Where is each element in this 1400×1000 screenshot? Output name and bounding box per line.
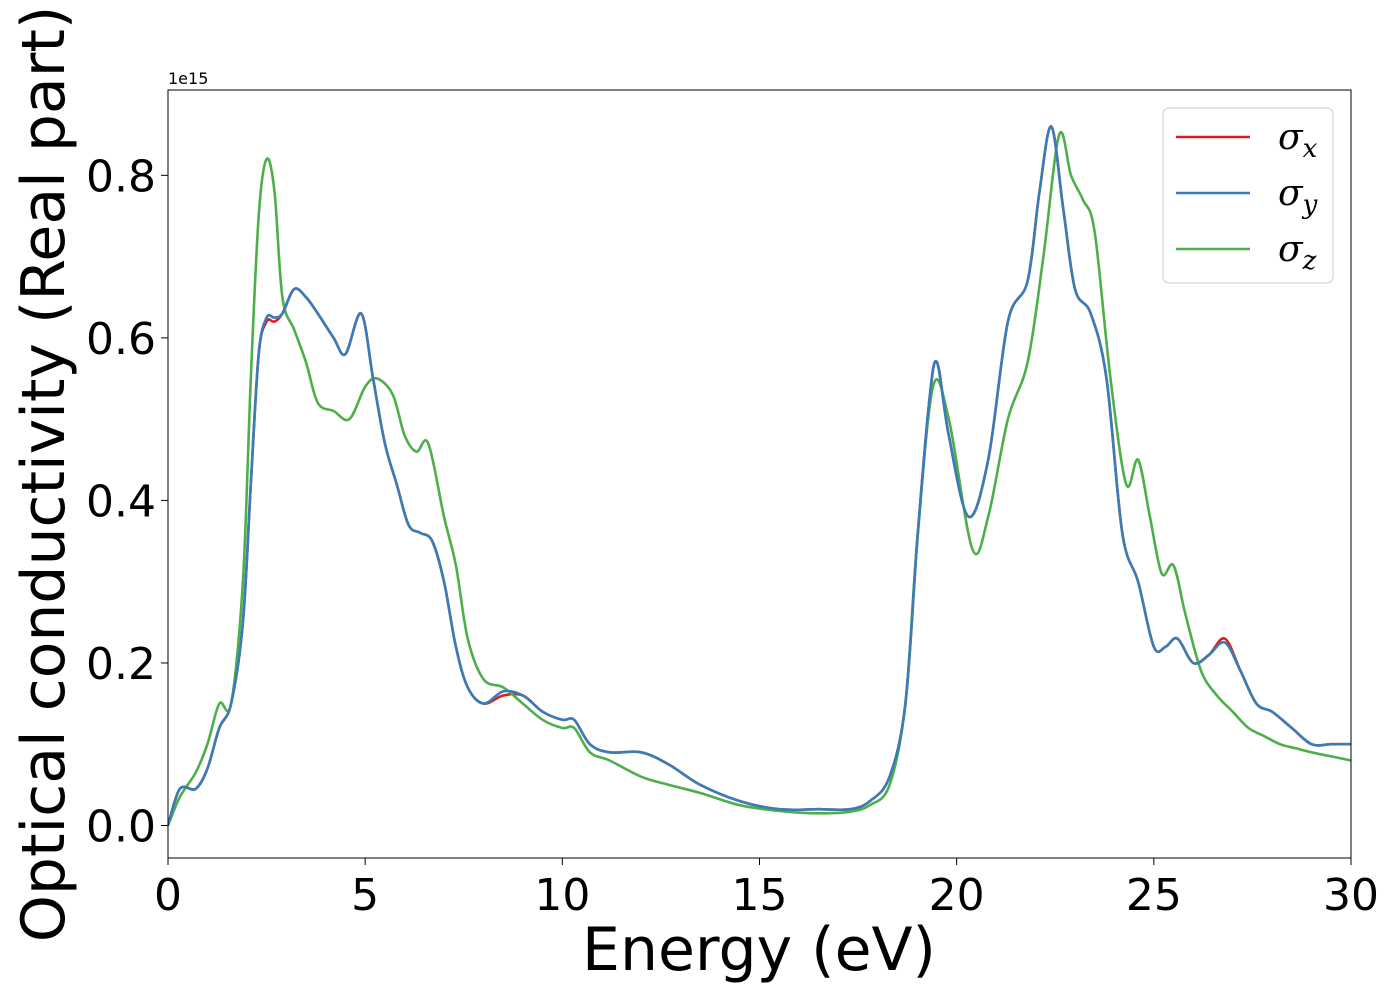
- y-tick-label: 0.8: [86, 151, 156, 202]
- legend: σx σy σz: [1162, 107, 1334, 284]
- x-tick-label: 5: [351, 870, 379, 921]
- x-tick-label: 25: [1126, 870, 1182, 921]
- y-tick-label: 0.0: [86, 801, 156, 852]
- x-tick-label: 30: [1323, 870, 1379, 921]
- x-axis-title: Energy (eV): [582, 915, 936, 985]
- legend-label-x: σx: [1278, 117, 1318, 164]
- series-line-y: [168, 125, 1351, 826]
- x-tick-label: 20: [929, 870, 985, 921]
- x-tick-label: 15: [732, 870, 788, 921]
- legend-label-z: σz: [1278, 229, 1317, 276]
- x-tick-label: 10: [534, 870, 590, 921]
- y-axis-ticks: 0.0 0.2 0.4 0.6 0.8: [86, 151, 168, 852]
- y-tick-label: 0.2: [86, 639, 156, 690]
- series-line-z: [168, 130, 1351, 827]
- series-layer: [168, 125, 1351, 827]
- y-tick-label: 0.4: [86, 476, 156, 527]
- legend-label-y: σy: [1278, 173, 1318, 220]
- y-axis-title: Optical conductivity (Real part): [9, 6, 79, 943]
- y-tick-label: 0.6: [86, 314, 156, 365]
- x-axis-ticks: 0 5 10 15 20 25 30: [154, 858, 1379, 921]
- legend-frame: [1162, 107, 1334, 284]
- x-tick-label: 0: [154, 870, 182, 921]
- y-offset-label: 1e15: [168, 69, 208, 88]
